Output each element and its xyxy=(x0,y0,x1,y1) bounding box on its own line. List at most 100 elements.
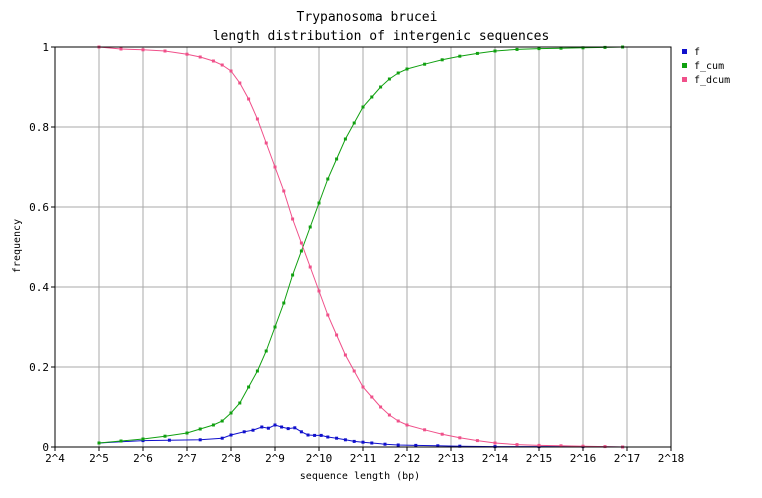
data-point-f_dcum xyxy=(581,444,585,448)
data-point-f_cum xyxy=(291,273,295,277)
series-line-f_cum xyxy=(98,46,623,444)
data-point-f_dcum xyxy=(291,217,295,221)
data-point-f xyxy=(343,438,347,442)
data-point-f_dcum xyxy=(264,141,268,145)
data-point-f xyxy=(436,444,440,448)
data-point-f_cum xyxy=(220,419,224,423)
data-point-f_cum xyxy=(229,411,233,415)
legend-label-f: f xyxy=(694,47,700,58)
legend-label-f_cum: f_cum xyxy=(694,61,724,72)
data-point-f_cum xyxy=(440,58,444,62)
data-point-f_dcum xyxy=(220,63,224,67)
data-point-f xyxy=(293,426,297,430)
data-point-f xyxy=(361,440,365,444)
y-tick-label: 0.2 xyxy=(29,361,49,374)
x-tick-label: 2^15 xyxy=(526,452,553,465)
data-point-f_dcum xyxy=(299,241,303,245)
x-tick-label: 2^8 xyxy=(221,452,241,465)
data-point-f_dcum xyxy=(361,385,365,389)
data-point-f_dcum xyxy=(537,443,541,447)
series-f_dcum xyxy=(97,45,625,449)
data-point-f_dcum xyxy=(282,189,286,193)
legend-marker-f_dcum xyxy=(682,77,687,82)
data-point-f_dcum xyxy=(163,49,167,53)
data-point-f_cum xyxy=(581,46,585,50)
data-point-f xyxy=(383,442,387,446)
data-point-f xyxy=(299,430,303,434)
data-point-f_cum xyxy=(559,46,563,50)
data-point-f_cum xyxy=(185,431,189,435)
data-point-f xyxy=(280,425,284,429)
data-point-f_cum xyxy=(299,249,303,253)
data-point-f xyxy=(396,443,400,447)
data-point-f_dcum xyxy=(559,444,563,448)
data-point-f xyxy=(306,433,310,437)
data-point-f_dcum xyxy=(379,405,383,409)
x-tick-label: 2^11 xyxy=(350,452,377,465)
data-point-f_cum xyxy=(308,225,312,229)
series-layer xyxy=(97,45,625,449)
data-point-f_dcum xyxy=(335,333,339,337)
data-point-f xyxy=(141,439,145,443)
data-point-f_cum xyxy=(282,301,286,305)
data-point-f_dcum xyxy=(119,47,123,51)
grid xyxy=(55,47,671,447)
data-point-f_dcum xyxy=(352,369,356,373)
data-point-f_cum xyxy=(343,137,347,141)
x-tick-label: 2^4 xyxy=(45,452,65,465)
data-point-f_dcum xyxy=(326,313,330,317)
data-point-f_dcum xyxy=(343,353,347,357)
data-point-f_cum xyxy=(317,201,321,205)
data-point-f xyxy=(335,436,339,440)
data-point-f_cum xyxy=(370,95,374,99)
data-point-f xyxy=(167,438,171,442)
data-point-f xyxy=(313,433,317,437)
data-point-f_cum xyxy=(458,54,462,58)
data-point-f_cum xyxy=(475,51,479,55)
legend-marker-f_cum xyxy=(682,63,687,68)
data-point-f xyxy=(198,438,202,442)
data-point-f_cum xyxy=(361,105,365,109)
data-point-f_cum xyxy=(537,47,541,51)
series-f_cum xyxy=(97,45,625,445)
data-point-f xyxy=(229,433,233,437)
data-point-f_dcum xyxy=(211,59,215,63)
x-tick-label: 2^5 xyxy=(89,452,109,465)
data-point-f_dcum xyxy=(141,48,145,52)
x-axis-label: sequence length (bp) xyxy=(300,471,420,482)
data-point-f_dcum xyxy=(396,419,400,423)
data-point-f_cum xyxy=(119,439,123,443)
x-tick-label: 2^14 xyxy=(482,452,509,465)
legend: f f_cum f_dcum xyxy=(682,47,730,86)
data-point-f_dcum xyxy=(475,439,479,443)
x-tick-label: 2^13 xyxy=(438,452,465,465)
data-point-f_cum xyxy=(163,434,167,438)
x-tick-label: 2^16 xyxy=(570,452,597,465)
x-tick-label: 2^6 xyxy=(133,452,153,465)
axes: 2^4 2^5 2^6 2^7 2^8 2^9 2^10 2^11 2^12 2^13 2^14 2^… xyxy=(29,41,684,465)
data-point-f_dcum xyxy=(185,52,189,56)
data-point-f xyxy=(326,435,330,439)
y-tick-label: 1 xyxy=(42,41,49,54)
data-point-f xyxy=(352,439,356,443)
data-point-f_dcum xyxy=(458,436,462,440)
data-point-f_cum xyxy=(238,401,242,405)
data-point-f_cum xyxy=(326,177,330,181)
y-axis-label: frequency xyxy=(12,219,23,273)
data-point-f_cum xyxy=(273,325,277,329)
data-point-f xyxy=(319,433,323,437)
y-tick-label: 0.8 xyxy=(29,121,49,134)
data-point-f_cum xyxy=(423,62,427,66)
data-point-f_cum xyxy=(352,121,356,125)
data-point-f xyxy=(220,436,224,440)
legend-label-f_dcum: f_dcum xyxy=(694,75,730,86)
data-point-f_dcum xyxy=(493,441,497,445)
data-point-f_cum xyxy=(396,71,400,75)
data-point-f_cum xyxy=(405,67,409,71)
data-point-f_dcum xyxy=(317,289,321,293)
plot-frame xyxy=(54,46,672,448)
data-point-f_cum xyxy=(335,157,339,161)
data-point-f_cum xyxy=(211,423,215,427)
legend-marker-f xyxy=(682,49,687,54)
